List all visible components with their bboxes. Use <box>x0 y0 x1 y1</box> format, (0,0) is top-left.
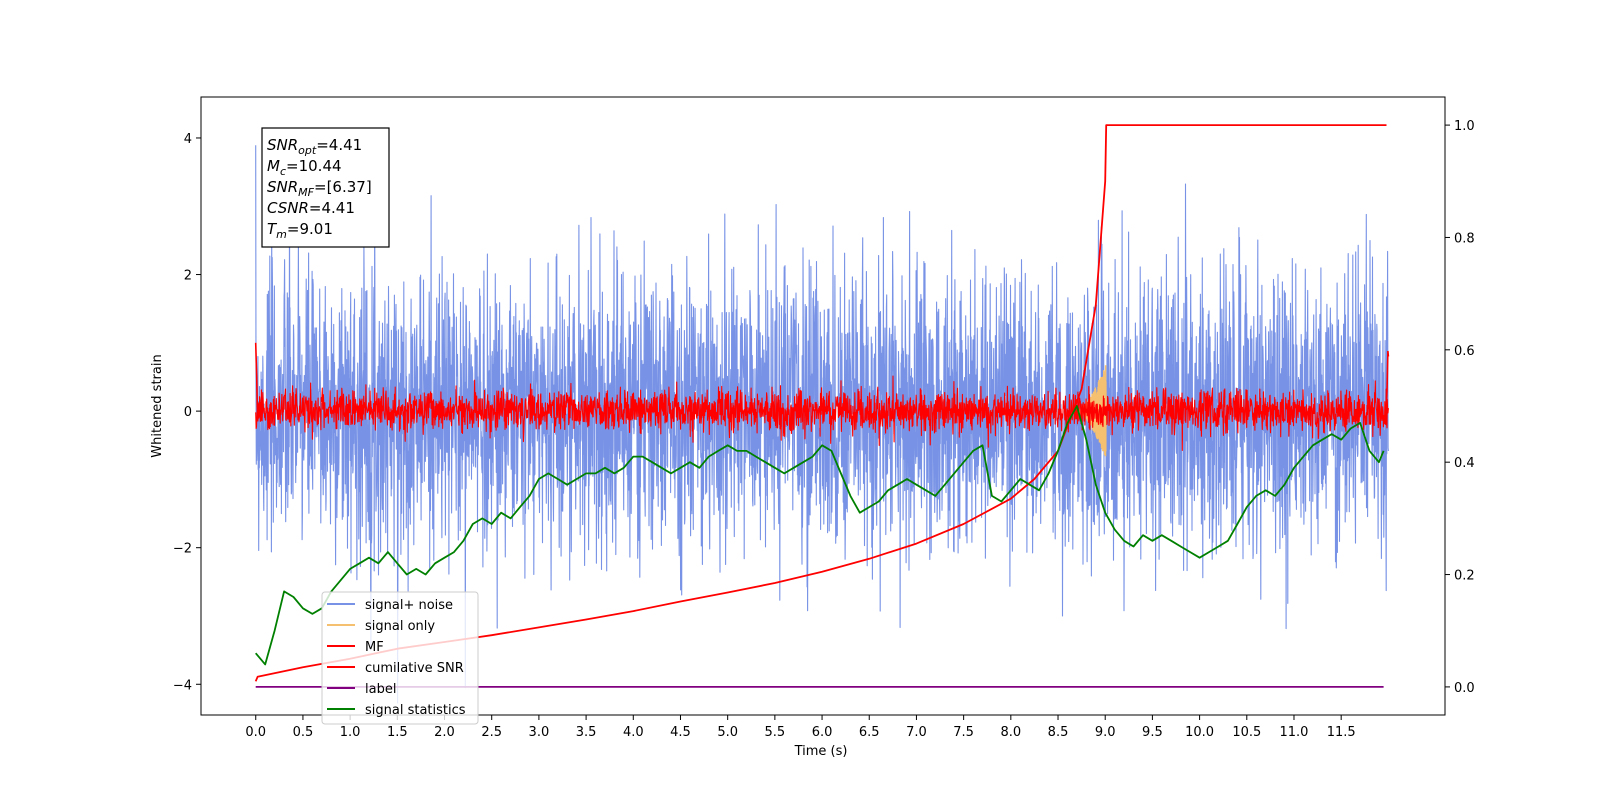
annotation-line: CSNR=4.41 <box>267 199 355 217</box>
y-right-tick-label: 0.4 <box>1454 456 1475 471</box>
y-right-tick-label: 0.6 <box>1454 344 1475 359</box>
legend-label: signal+ noise <box>365 598 453 613</box>
annotation-line: Mc=10.44 <box>267 157 342 178</box>
legend-label: label <box>365 682 396 697</box>
plot-frame <box>200 96 1446 716</box>
legend-label: signal statistics <box>365 703 466 718</box>
x-tick-label: 3.5 <box>576 725 597 740</box>
x-tick-label: 0.0 <box>245 725 266 740</box>
x-tick-label: 8.0 <box>1000 725 1021 740</box>
y-right-tick-label: 0.2 <box>1454 569 1475 584</box>
y-axis-label: Whitened strain <box>150 354 165 457</box>
annotation-line: SNRopt=4.41 <box>267 136 362 157</box>
series-mf <box>255 375 1389 452</box>
mf-edge-spike <box>1384 350 1390 425</box>
x-tick-label: 10.0 <box>1185 725 1214 740</box>
x-tick-label: 6.0 <box>812 725 833 740</box>
y-tick-label: −2 <box>173 542 192 557</box>
annotation-frame <box>261 127 390 248</box>
x-tick-label: 2.5 <box>481 725 502 740</box>
x-tick-label: 5.5 <box>765 725 786 740</box>
y-right-tick-label: 1.0 <box>1454 119 1475 134</box>
x-tick-label: 6.5 <box>859 725 880 740</box>
x-tick-label: 4.5 <box>670 725 691 740</box>
x-tick-label: 11.0 <box>1280 725 1309 740</box>
annotation-line: Tm=9.01 <box>267 220 333 241</box>
y-tick-label: 4 <box>184 132 192 147</box>
x-tick-label: 11.5 <box>1327 725 1356 740</box>
y-axis-right: 0.0 0.2 0.4 0.6 0.8 1.0 <box>1445 119 1475 696</box>
legend-label: MF <box>365 640 384 655</box>
y-axis-left: −4 −2 0 2 4 <box>173 132 201 693</box>
x-tick-label: 9.0 <box>1095 725 1116 740</box>
legend-label: signal only <box>365 619 435 634</box>
x-tick-label: 7.0 <box>906 725 927 740</box>
y-right-tick-label: 0.0 <box>1454 681 1475 696</box>
legend: signal+ noise signal only MF cumilative SNR… <box>321 591 479 725</box>
annotation-box: SNRopt=4.41Mc=10.44SNRMF=[6.37]CSNR=4.41… <box>261 127 390 248</box>
x-tick-label: 9.5 <box>1142 725 1163 740</box>
x-tick-label: 1.0 <box>340 725 361 740</box>
legend-label: cumilative SNR <box>365 661 464 676</box>
legend-frame <box>321 591 479 725</box>
y-tick-label: 0 <box>184 405 192 420</box>
x-tick-label: 7.5 <box>953 725 974 740</box>
annotation-line: SNRMF=[6.37] <box>267 178 372 199</box>
x-tick-label: 1.5 <box>387 725 408 740</box>
y-tick-label: 2 <box>184 269 192 284</box>
series-signal-statistics <box>255 405 1385 666</box>
x-tick-label: 4.0 <box>623 725 644 740</box>
x-tick-label: 8.5 <box>1048 725 1069 740</box>
y-tick-label: −4 <box>173 678 192 693</box>
mf-edge-spike <box>254 342 260 422</box>
x-tick-label: 5.0 <box>717 725 738 740</box>
x-axis: 0.0 0.5 1.0 1.5 2.0 2.5 3.0 3.5 4.0 4.5 5.0 5.5 6.0 6… <box>245 715 1356 740</box>
y-right-tick-label: 0.8 <box>1454 231 1475 246</box>
x-tick-label: 2.0 <box>434 725 455 740</box>
x-tick-label: 0.5 <box>293 725 314 740</box>
x-axis-label: Time (s) <box>794 744 848 759</box>
x-tick-label: 10.5 <box>1232 725 1261 740</box>
x-tick-label: 3.0 <box>529 725 550 740</box>
